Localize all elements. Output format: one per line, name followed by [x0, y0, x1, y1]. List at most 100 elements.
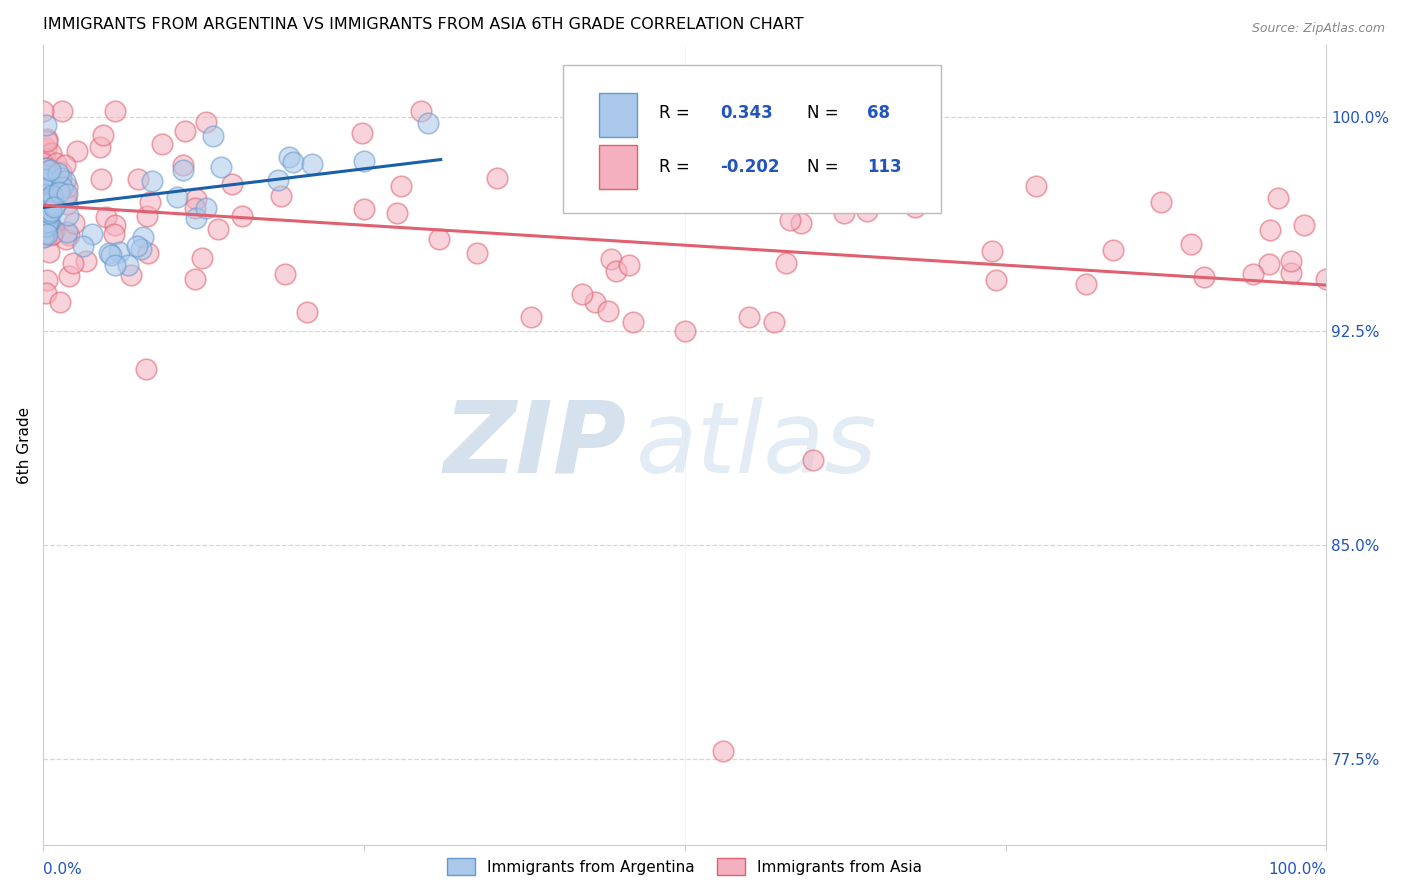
Point — [37, 163, 59, 178]
Point — [49, 294, 72, 309]
Point — [832, 206, 855, 220]
Point — [184, 271, 207, 285]
Point — [37, 134, 59, 148]
Point — [35, 172, 58, 186]
Point — [141, 173, 163, 187]
Point — [1292, 218, 1315, 232]
Point — [186, 211, 208, 225]
FancyBboxPatch shape — [599, 94, 637, 137]
Point — [44, 200, 66, 214]
Point — [619, 258, 641, 272]
Point — [35, 141, 58, 155]
Point — [231, 209, 253, 223]
Point — [129, 242, 152, 256]
Point — [429, 232, 451, 246]
Point — [32, 171, 55, 186]
Point — [35, 227, 58, 241]
Point — [55, 186, 77, 201]
Text: IMMIGRANTS FROM ARGENTINA VS IMMIGRANTS FROM ASIA 6TH GRADE CORRELATION CHART: IMMIGRANTS FROM ARGENTINA VS IMMIGRANTS … — [42, 17, 803, 32]
Point — [132, 230, 155, 244]
Point — [51, 103, 73, 118]
Text: 0.0%: 0.0% — [42, 863, 82, 878]
Point — [486, 171, 509, 186]
Point — [596, 304, 619, 318]
Point — [32, 230, 55, 244]
Text: N =: N = — [807, 104, 844, 122]
Point — [32, 202, 55, 216]
Point — [32, 175, 55, 189]
Point — [1279, 254, 1302, 268]
Point — [32, 204, 55, 219]
Point — [32, 156, 55, 170]
Point — [97, 245, 120, 260]
Point — [32, 229, 55, 244]
Point — [1102, 244, 1125, 258]
Point — [605, 264, 627, 278]
Text: 113: 113 — [868, 158, 901, 176]
Point — [55, 232, 77, 246]
Point — [48, 181, 70, 195]
Point — [150, 136, 173, 151]
Point — [599, 252, 621, 266]
Point — [38, 245, 60, 260]
Point — [32, 175, 55, 189]
Text: ZIP: ZIP — [444, 397, 627, 494]
Point — [51, 180, 73, 194]
Point — [1315, 272, 1337, 286]
Point — [32, 214, 55, 228]
Point — [91, 128, 114, 142]
Point — [34, 219, 56, 233]
Point — [790, 216, 813, 230]
Point — [37, 198, 59, 212]
Point — [62, 216, 84, 230]
Point — [201, 129, 224, 144]
FancyBboxPatch shape — [562, 65, 942, 213]
Point — [89, 140, 111, 154]
Point — [621, 315, 644, 329]
Point — [980, 244, 1002, 258]
Text: 68: 68 — [868, 104, 890, 122]
Point — [389, 179, 412, 194]
Point — [34, 161, 56, 175]
Point — [32, 182, 55, 196]
Point — [1076, 277, 1098, 291]
Point — [62, 256, 84, 270]
Point — [49, 171, 72, 186]
Point — [775, 256, 797, 270]
Point — [42, 224, 65, 238]
Point — [1258, 257, 1281, 271]
Point — [56, 180, 79, 194]
Point — [136, 246, 159, 260]
Point — [34, 226, 56, 240]
Point — [207, 222, 229, 236]
Text: Source: ZipAtlas.com: Source: ZipAtlas.com — [1251, 22, 1385, 36]
Point — [120, 268, 142, 283]
Point — [35, 199, 58, 213]
Point — [172, 158, 194, 172]
Point — [35, 196, 58, 211]
Point — [184, 201, 207, 215]
Point — [583, 295, 606, 310]
Point — [465, 246, 488, 260]
Point — [58, 269, 80, 284]
Point — [38, 214, 60, 228]
Text: atlas: atlas — [636, 397, 877, 494]
Point — [209, 160, 232, 174]
Point — [856, 204, 879, 219]
Point — [416, 116, 439, 130]
Text: -0.202: -0.202 — [720, 158, 780, 176]
Point — [55, 188, 77, 202]
Point — [32, 168, 55, 182]
Point — [51, 165, 73, 179]
Point — [755, 188, 778, 202]
Text: 100.0%: 100.0% — [1268, 863, 1326, 878]
Point — [35, 131, 58, 145]
Point — [35, 215, 58, 229]
Point — [166, 190, 188, 204]
Point — [82, 227, 104, 241]
Point — [779, 213, 801, 227]
Point — [1267, 191, 1289, 205]
Point — [195, 201, 218, 215]
Point — [37, 186, 59, 200]
Point — [35, 192, 58, 206]
